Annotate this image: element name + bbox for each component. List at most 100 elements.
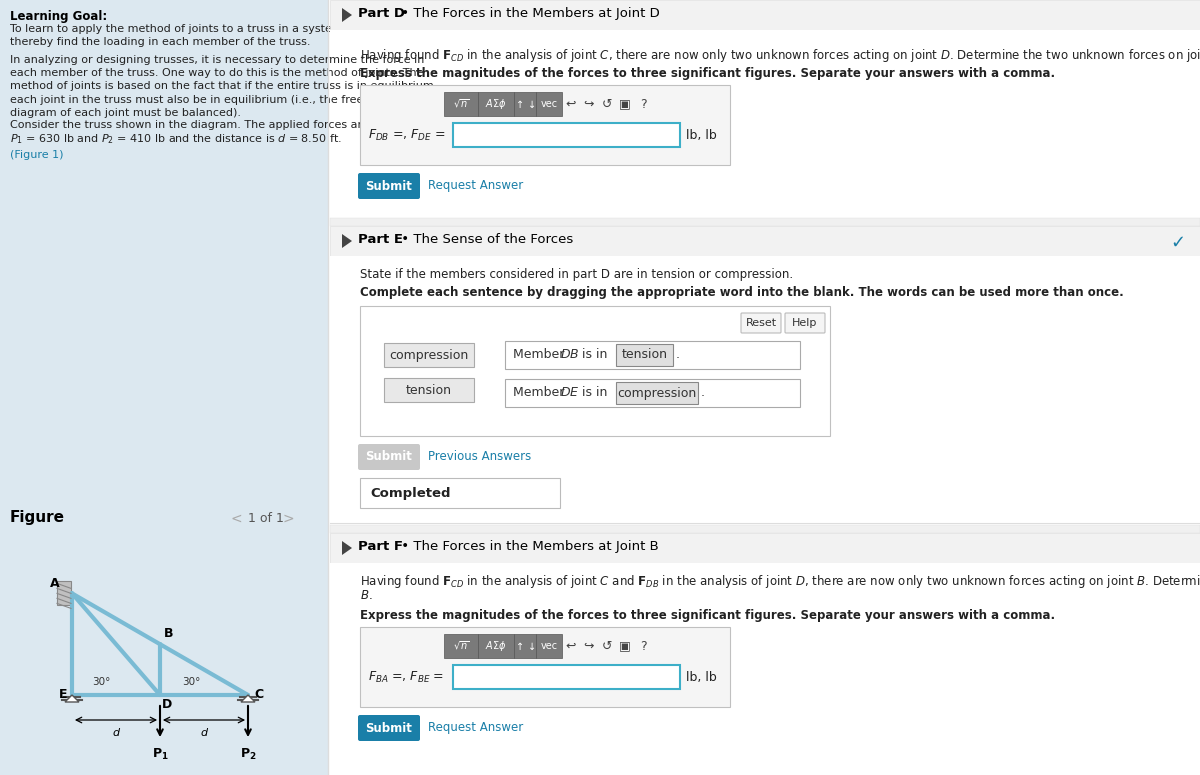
Text: $\uparrow\downarrow$: $\uparrow\downarrow$ bbox=[514, 98, 536, 109]
Text: $DB$: $DB$ bbox=[560, 349, 580, 361]
Text: lb, lb: lb, lb bbox=[686, 670, 716, 684]
Text: ✓: ✓ bbox=[1170, 234, 1186, 252]
FancyBboxPatch shape bbox=[384, 343, 474, 367]
FancyBboxPatch shape bbox=[330, 218, 1200, 226]
FancyBboxPatch shape bbox=[454, 665, 680, 689]
Text: Request Answer: Request Answer bbox=[428, 180, 523, 192]
FancyBboxPatch shape bbox=[454, 123, 680, 147]
Text: 1 of 1: 1 of 1 bbox=[248, 512, 284, 525]
Text: ↩: ↩ bbox=[565, 98, 576, 111]
FancyBboxPatch shape bbox=[360, 85, 730, 165]
Text: d: d bbox=[200, 728, 208, 738]
Text: Having found $\mathbf{F}_{CD}$ in the analysis of joint $C$ and $\mathbf{F}_{DB}: Having found $\mathbf{F}_{CD}$ in the an… bbox=[360, 573, 1200, 590]
Text: $P_1$ = 630 lb and $P_2$ = 410 lb and the distance is $d$ = 8.50 ft.: $P_1$ = 630 lb and $P_2$ = 410 lb and th… bbox=[10, 132, 342, 146]
Text: ↺: ↺ bbox=[601, 98, 612, 111]
Text: $A\Sigma\phi$: $A\Sigma\phi$ bbox=[485, 639, 506, 653]
Text: A: A bbox=[50, 577, 60, 591]
FancyBboxPatch shape bbox=[358, 444, 420, 470]
Text: is in: is in bbox=[578, 349, 607, 361]
FancyBboxPatch shape bbox=[330, 30, 1200, 45]
FancyBboxPatch shape bbox=[360, 306, 830, 436]
Text: ↩: ↩ bbox=[565, 639, 576, 653]
Text: Complete each sentence by dragging the appropriate word into the blank. The word: Complete each sentence by dragging the a… bbox=[360, 286, 1123, 299]
Text: $\uparrow\downarrow$: $\uparrow\downarrow$ bbox=[514, 640, 536, 652]
Text: tension: tension bbox=[622, 349, 667, 361]
Text: • The Sense of the Forces: • The Sense of the Forces bbox=[397, 233, 574, 246]
Text: Learning Goal:: Learning Goal: bbox=[10, 10, 107, 23]
Polygon shape bbox=[342, 8, 352, 22]
FancyBboxPatch shape bbox=[0, 0, 328, 775]
FancyBboxPatch shape bbox=[478, 92, 514, 116]
Text: vec: vec bbox=[540, 641, 558, 651]
FancyBboxPatch shape bbox=[478, 634, 514, 658]
Text: Submit: Submit bbox=[366, 722, 413, 735]
Text: <: < bbox=[230, 512, 241, 526]
Text: compression: compression bbox=[617, 387, 697, 399]
FancyBboxPatch shape bbox=[330, 563, 1200, 573]
Text: $A\Sigma\phi$: $A\Sigma\phi$ bbox=[485, 97, 506, 111]
Text: ?: ? bbox=[640, 98, 647, 111]
Text: Having found $\mathbf{F}_{CD}$ in the analysis of joint $C$, there are now only : Having found $\mathbf{F}_{CD}$ in the an… bbox=[360, 47, 1200, 64]
Text: Express the magnitudes of the forces to three significant figures. Separate your: Express the magnitudes of the forces to … bbox=[360, 67, 1055, 80]
Text: compression: compression bbox=[389, 349, 469, 361]
FancyBboxPatch shape bbox=[358, 173, 420, 199]
Text: In analyzing or designing trusses, it is necessary to determine the force in
eac: In analyzing or designing trusses, it is… bbox=[10, 55, 437, 118]
Text: Completed: Completed bbox=[370, 487, 450, 500]
Text: Help: Help bbox=[792, 318, 817, 328]
FancyBboxPatch shape bbox=[505, 341, 800, 369]
Text: B: B bbox=[164, 627, 174, 640]
Text: Reset: Reset bbox=[745, 318, 776, 328]
Text: • The Forces in the Members at Joint B: • The Forces in the Members at Joint B bbox=[397, 540, 659, 553]
Text: Member: Member bbox=[514, 387, 569, 399]
Text: E: E bbox=[59, 688, 67, 701]
Polygon shape bbox=[65, 695, 79, 702]
Text: 30°: 30° bbox=[92, 677, 110, 687]
FancyBboxPatch shape bbox=[616, 382, 698, 404]
Text: tension: tension bbox=[406, 384, 452, 397]
Text: Express the magnitudes of the forces to three significant figures. Separate your: Express the magnitudes of the forces to … bbox=[360, 609, 1055, 622]
Text: lb, lb: lb, lb bbox=[686, 129, 716, 142]
Text: $\sqrt{n}$: $\sqrt{n}$ bbox=[452, 639, 469, 653]
Polygon shape bbox=[241, 695, 256, 702]
FancyBboxPatch shape bbox=[330, 533, 1200, 563]
Text: Part E: Part E bbox=[358, 233, 403, 246]
Text: 30°: 30° bbox=[182, 677, 200, 687]
Text: $DE$: $DE$ bbox=[560, 387, 580, 399]
Text: $\sqrt{n}$: $\sqrt{n}$ bbox=[452, 98, 469, 110]
FancyBboxPatch shape bbox=[785, 313, 826, 333]
Text: To learn to apply the method of joints to a truss in a systematic way and
thereb: To learn to apply the method of joints t… bbox=[10, 24, 414, 47]
Text: $F_{DB}$ =, $F_{DE}$ =: $F_{DB}$ =, $F_{DE}$ = bbox=[368, 127, 445, 143]
FancyBboxPatch shape bbox=[536, 92, 562, 116]
FancyBboxPatch shape bbox=[444, 92, 478, 116]
FancyBboxPatch shape bbox=[360, 478, 560, 508]
Text: .: . bbox=[676, 349, 680, 361]
Text: C: C bbox=[254, 688, 263, 701]
Text: Member: Member bbox=[514, 349, 569, 361]
Text: D: D bbox=[162, 698, 173, 711]
Text: >: > bbox=[282, 512, 294, 526]
Text: State if the members considered in part D are in tension or compression.: State if the members considered in part … bbox=[360, 268, 793, 281]
Text: ▣: ▣ bbox=[619, 639, 631, 653]
FancyBboxPatch shape bbox=[330, 256, 1200, 268]
Text: Previous Answers: Previous Answers bbox=[428, 450, 532, 463]
Text: • The Forces in the Members at Joint D: • The Forces in the Members at Joint D bbox=[397, 7, 660, 20]
Text: Consider the truss shown in the diagram. The applied forces are: Consider the truss shown in the diagram.… bbox=[10, 120, 368, 130]
Text: ▣: ▣ bbox=[619, 98, 631, 111]
FancyBboxPatch shape bbox=[444, 634, 478, 658]
Text: .: . bbox=[701, 387, 706, 399]
Text: Part F: Part F bbox=[358, 540, 403, 553]
Text: $\mathbf{P_1}$: $\mathbf{P_1}$ bbox=[151, 747, 168, 762]
Text: (Figure 1): (Figure 1) bbox=[10, 150, 64, 160]
FancyBboxPatch shape bbox=[58, 581, 71, 605]
Text: ↺: ↺ bbox=[601, 639, 612, 653]
Text: Submit: Submit bbox=[366, 450, 413, 463]
FancyBboxPatch shape bbox=[358, 715, 420, 741]
FancyBboxPatch shape bbox=[536, 634, 562, 658]
FancyBboxPatch shape bbox=[360, 627, 730, 707]
FancyBboxPatch shape bbox=[514, 92, 536, 116]
Text: ?: ? bbox=[640, 639, 647, 653]
FancyBboxPatch shape bbox=[505, 379, 800, 407]
Polygon shape bbox=[342, 541, 352, 555]
FancyBboxPatch shape bbox=[330, 0, 1200, 30]
Text: vec: vec bbox=[540, 99, 558, 109]
